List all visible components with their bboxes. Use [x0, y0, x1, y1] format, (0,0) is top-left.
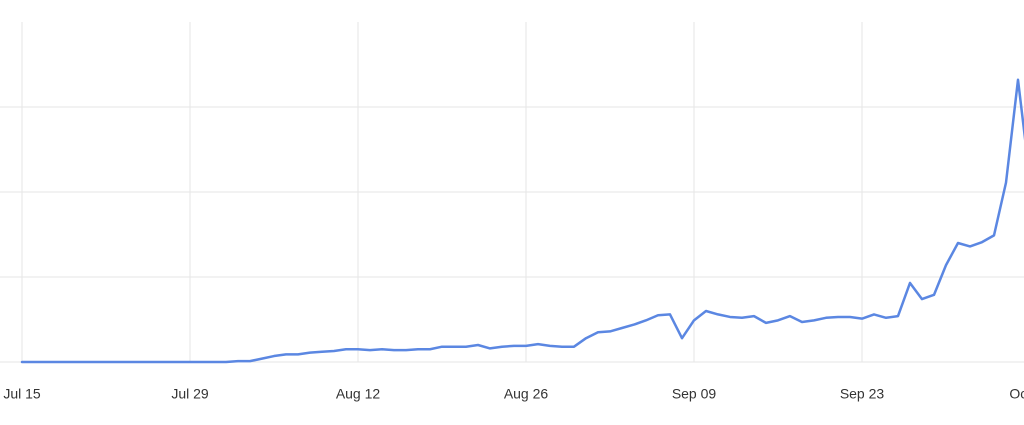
x-tick-label: Sep 09: [672, 386, 717, 402]
x-tick-label: Aug 12: [336, 386, 381, 402]
line-series: [20, 78, 1024, 364]
x-tick-label: Sep 23: [840, 386, 885, 402]
x-tick-label: Aug 26: [504, 386, 549, 402]
x-tick-label: Oct 07: [1009, 386, 1024, 402]
x-tick-label: Jul 29: [171, 386, 209, 402]
x-tick-label: Jul 15: [3, 386, 41, 402]
